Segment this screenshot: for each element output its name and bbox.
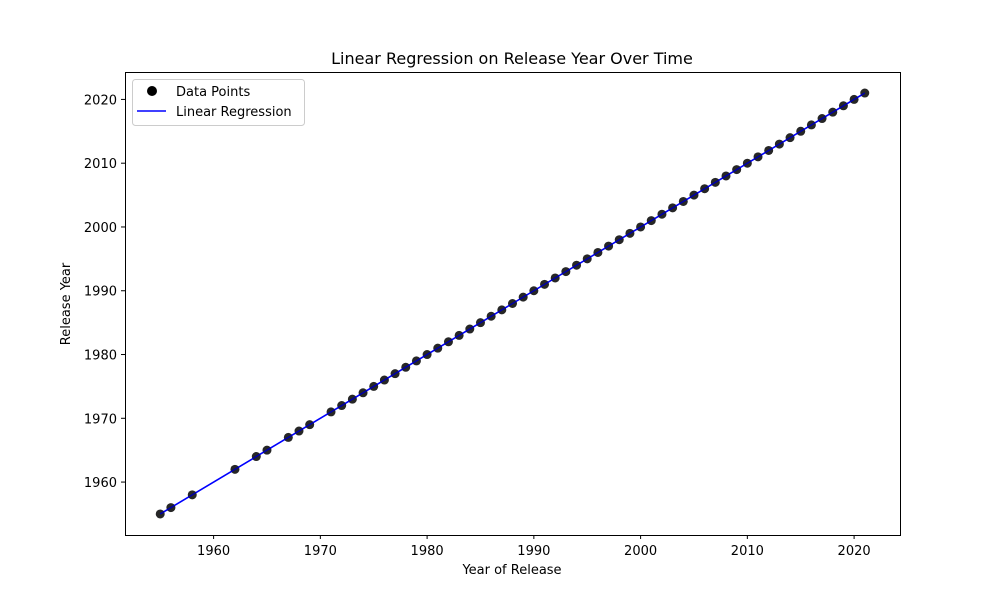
y-tick-label: 1960 [84, 476, 117, 491]
x-tick-label: 2000 [624, 544, 657, 559]
x-tick-label: 1970 [304, 544, 337, 559]
x-tick-label: 1990 [517, 544, 550, 559]
legend: Data Points Linear Regression [132, 79, 305, 126]
legend-label-linear-regression: Linear Regression [176, 105, 292, 120]
x-axis-label: Year of Release [461, 563, 561, 578]
plot-frame [125, 72, 901, 536]
regression-line-overlay [159, 92, 866, 515]
y-axis-ticks: 1960 1970 1980 1990 2000 2010 2020 [84, 93, 125, 491]
y-tick-label: 2000 [84, 221, 117, 236]
x-tick-label: 1960 [197, 544, 230, 559]
y-tick-label: 2010 [84, 157, 117, 172]
y-axis-label: Release Year [59, 262, 74, 345]
chart-title: Linear Regression on Release Year Over T… [331, 49, 693, 68]
legend-marker-data-points [147, 86, 157, 96]
x-tick-label: 2010 [731, 544, 764, 559]
y-tick-label: 1970 [84, 412, 117, 427]
x-axis-ticks: 1960 1970 1980 1990 2000 2010 2020 [197, 535, 871, 559]
x-tick-label: 2020 [838, 544, 871, 559]
y-tick-label: 1980 [84, 349, 117, 364]
x-tick-label: 1980 [411, 544, 444, 559]
legend-box [132, 79, 305, 126]
legend-label-data-points: Data Points [176, 85, 250, 100]
chart-marks [155, 88, 870, 519]
y-tick-label: 2020 [84, 93, 117, 108]
y-tick-label: 1990 [84, 285, 117, 300]
